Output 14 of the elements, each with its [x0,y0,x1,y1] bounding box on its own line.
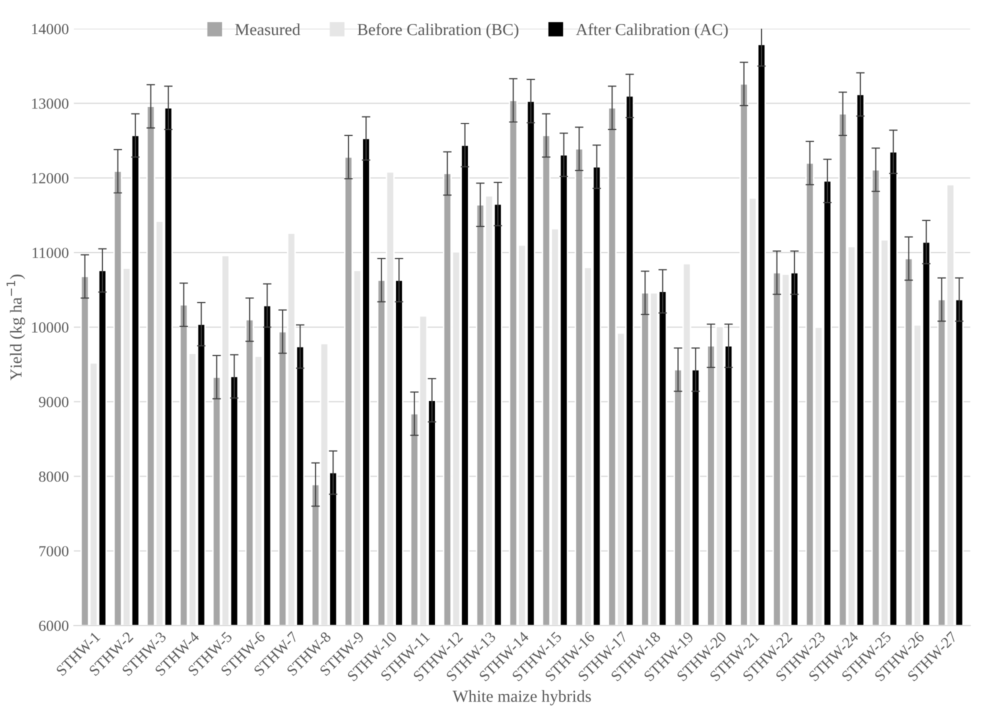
y-tick-label: 6000 [39,620,68,631]
y-tick-label: 7000 [39,546,68,556]
legend-label: Measured [235,23,300,36]
y-tick-label: 12000 [32,173,68,184]
y-tick-label: 8000 [39,471,68,482]
x-axis-title: White maize hybrids [452,690,591,706]
y-tick-label: 14000 [32,24,68,34]
y-axis-title: Yield (kg ha$^{−1}$) [6,274,26,380]
legend-label: After Calibration (AC) [576,23,728,39]
y-tick-label: 11000 [32,248,68,258]
y-tick-label: 9000 [38,396,68,408]
y-tick-label: 10000 [32,322,68,333]
legend-label: Before Calibration (BC) [358,23,518,39]
y-tick-label: 13000 [32,98,68,109]
